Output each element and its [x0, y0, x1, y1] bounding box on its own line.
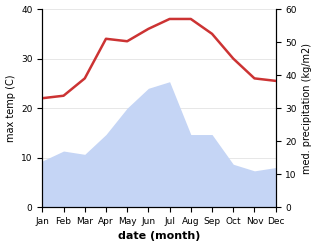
Y-axis label: med. precipitation (kg/m2): med. precipitation (kg/m2): [302, 43, 313, 174]
Y-axis label: max temp (C): max temp (C): [5, 74, 16, 142]
X-axis label: date (month): date (month): [118, 231, 200, 242]
